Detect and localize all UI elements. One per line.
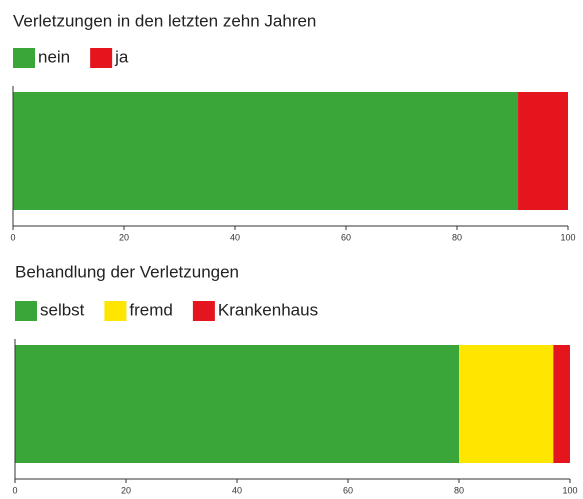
legend-label: selbst (40, 300, 85, 319)
x-tick-label: 80 (452, 232, 462, 242)
chart-title: Verletzungen in den letzten zehn Jahren (13, 11, 316, 30)
legend-label: ja (114, 47, 129, 66)
legend-swatch (90, 48, 113, 68)
bar-segment (518, 92, 568, 210)
x-tick-label: 100 (562, 485, 577, 495)
legend-swatch (13, 48, 35, 68)
x-tick-label: 100 (560, 232, 575, 242)
x-tick-label: 0 (10, 232, 15, 242)
legend-swatch (104, 301, 127, 321)
legend-swatch (192, 301, 215, 321)
legend-swatch (15, 301, 37, 321)
bar-segment (13, 92, 519, 210)
bar-segment (459, 345, 554, 463)
chart-title: Behandlung der Verletzungen (15, 262, 239, 281)
x-tick-label: 0 (12, 485, 17, 495)
x-tick-label: 40 (232, 485, 242, 495)
legend-label: Krankenhaus (218, 300, 318, 319)
x-tick-label: 40 (230, 232, 240, 242)
x-tick-label: 60 (343, 485, 353, 495)
x-tick-label: 60 (341, 232, 351, 242)
x-tick-label: 20 (119, 232, 129, 242)
x-tick-label: 80 (454, 485, 464, 495)
x-tick-label: 20 (121, 485, 131, 495)
bar-segment (553, 345, 570, 463)
bar-segment (15, 345, 459, 463)
legend-label: nein (38, 47, 70, 66)
legend-label: fremd (129, 300, 172, 319)
